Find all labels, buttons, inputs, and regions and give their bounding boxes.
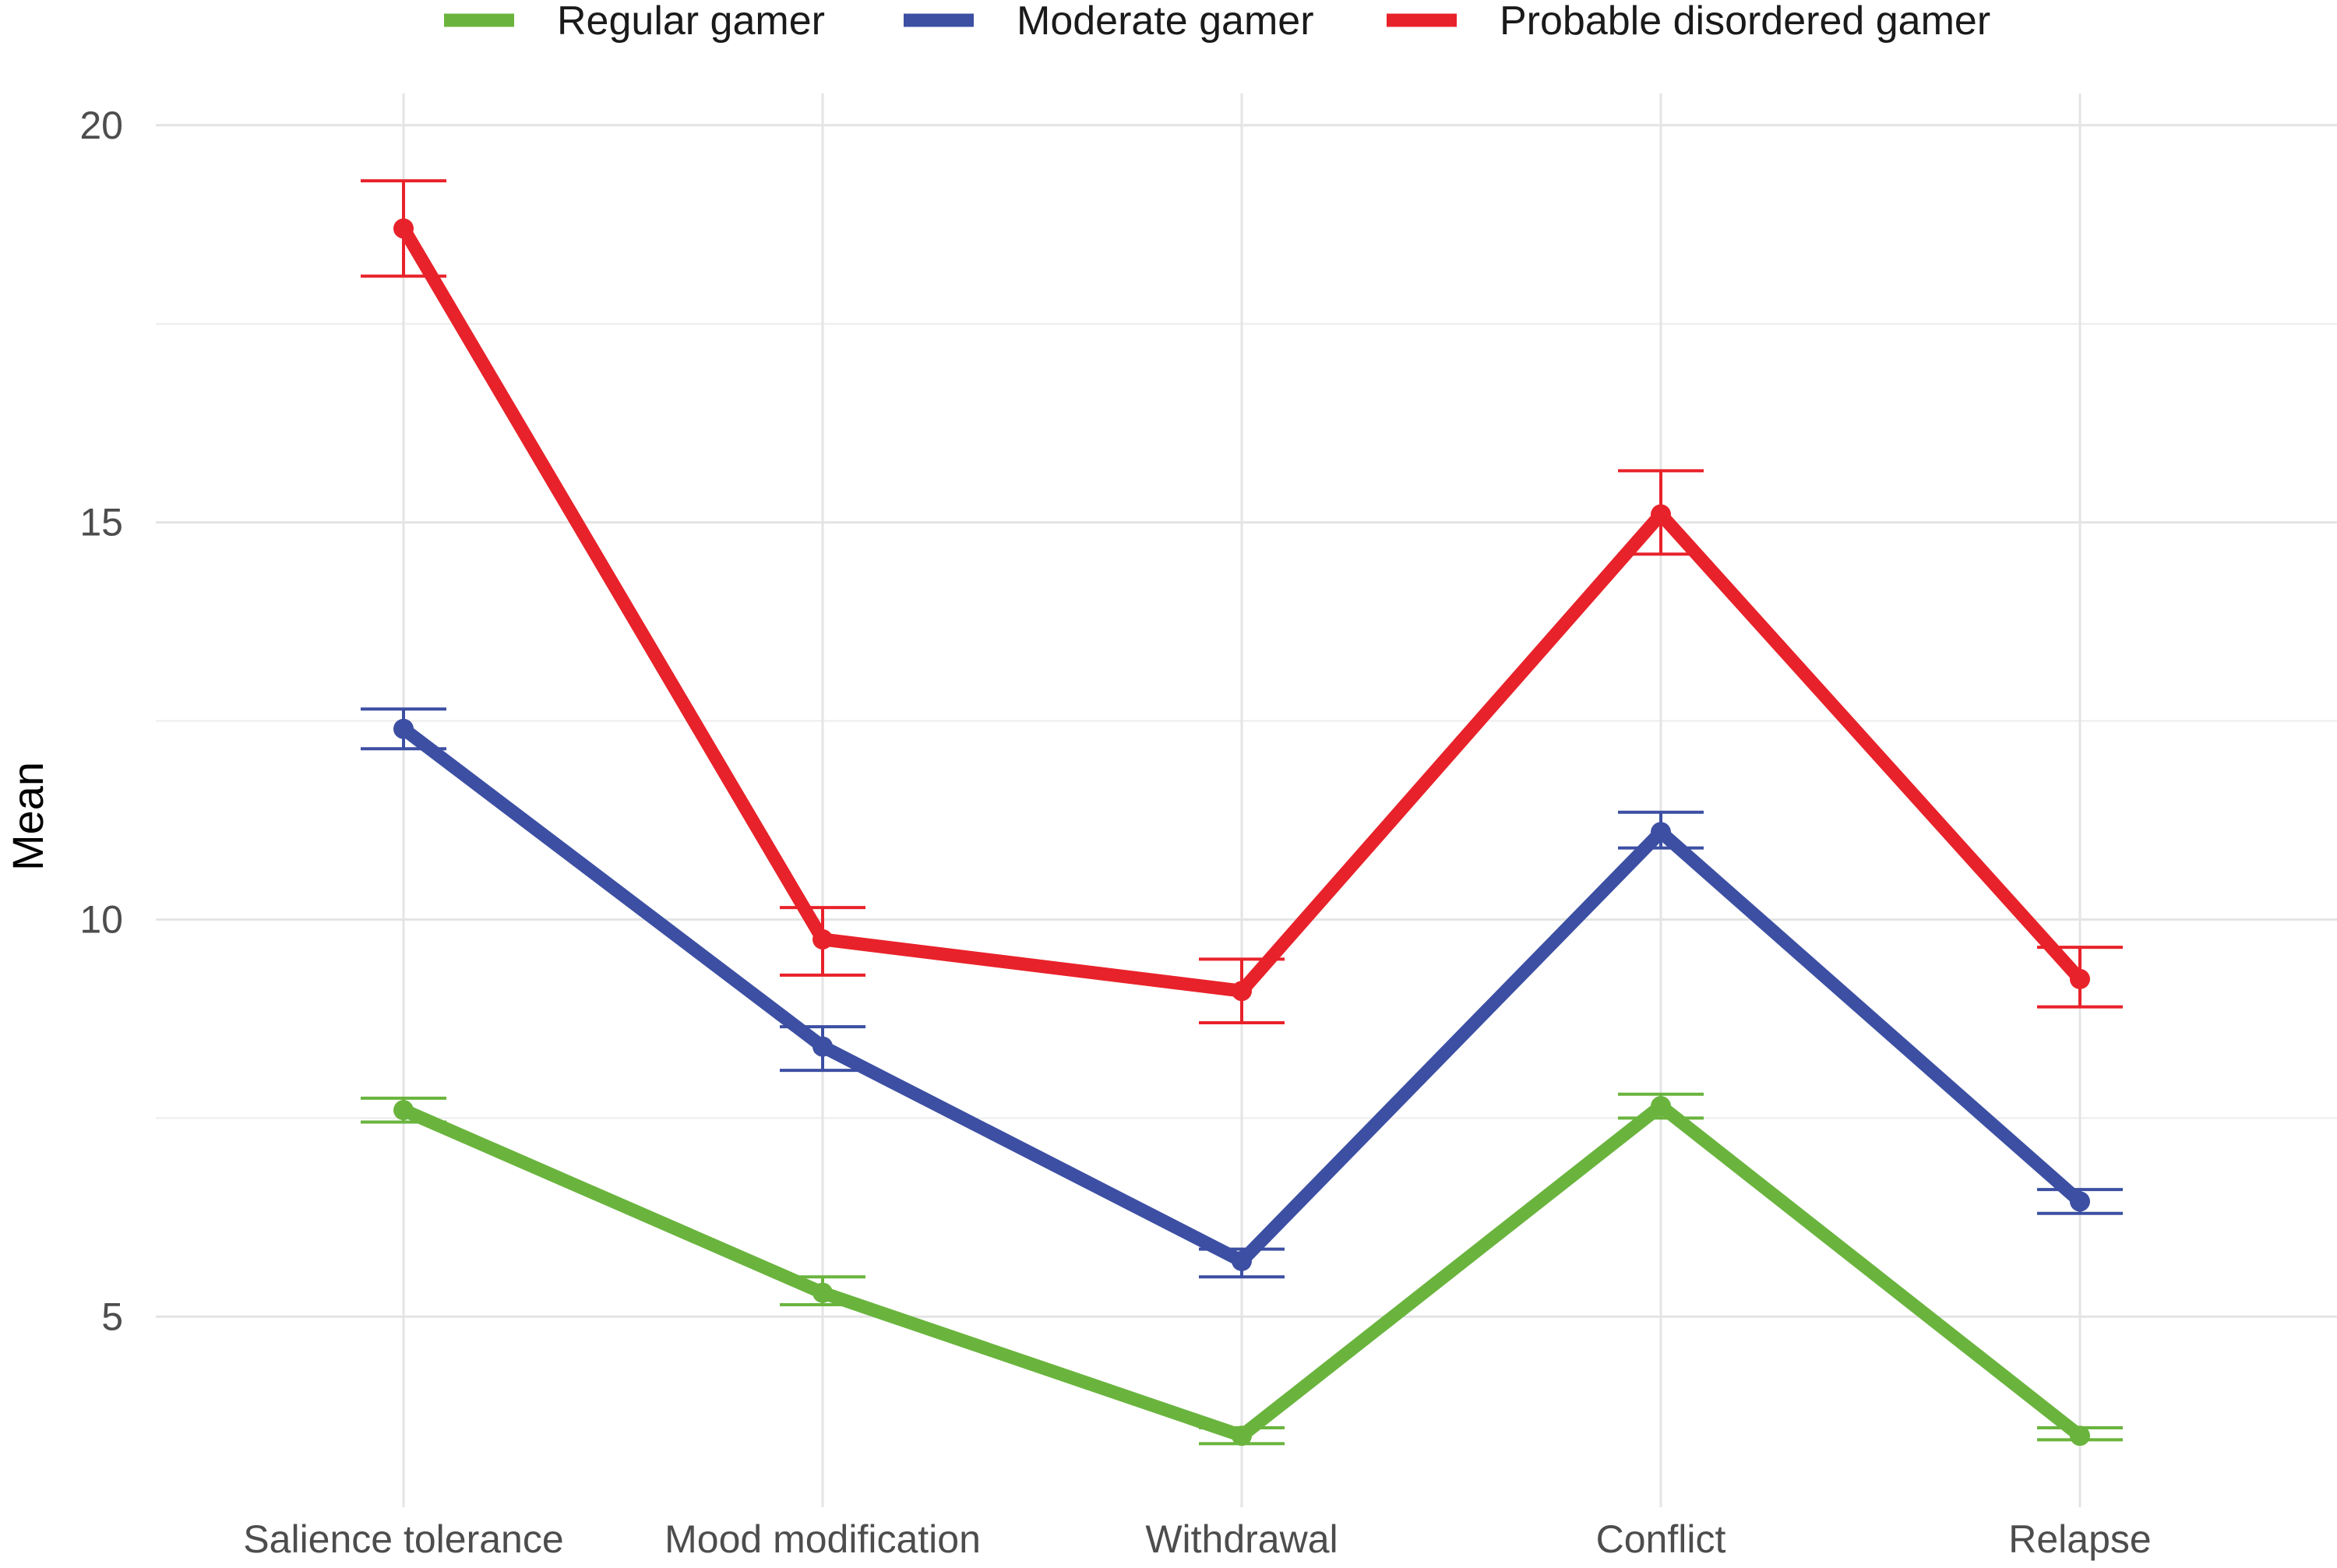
data-point	[2070, 1425, 2090, 1446]
x-tick-label: Salience tolerance	[243, 1517, 563, 1561]
data-point	[1651, 822, 1671, 843]
data-point	[393, 1100, 414, 1121]
y-tick-label: 20	[79, 104, 123, 147]
legend: Regular gamer Moderate gamer Probable diso…	[444, 0, 1990, 44]
data-point	[1651, 504, 1671, 525]
legend-label: Regular gamer	[557, 0, 825, 44]
data-point	[812, 928, 833, 950]
data-point	[393, 218, 414, 239]
data-point	[393, 718, 414, 739]
data-point	[1651, 1096, 1671, 1117]
x-axis: Salience tolerance Mood modification Withd…	[243, 1517, 2151, 1561]
x-tick-label: Conflict	[1596, 1517, 1726, 1561]
series-regular-gamer	[361, 1092, 2123, 1446]
data-point	[1232, 1425, 1252, 1446]
x-tick-label: Withdrawal	[1145, 1517, 1338, 1561]
y-axis-title: Mean	[3, 762, 52, 871]
data-point	[2070, 968, 2090, 989]
legend-item: Moderate gamer	[904, 0, 1314, 44]
legend-item: Regular gamer	[444, 0, 825, 44]
data-point	[812, 1282, 833, 1303]
x-tick-label: Mood modification	[664, 1517, 981, 1561]
y-tick-label: 5	[101, 1295, 123, 1338]
y-axis: 5 10 15 20	[79, 104, 123, 1338]
legend-item: Probable disordered gamer	[1387, 0, 1990, 44]
data-point	[812, 1036, 833, 1057]
legend-label: Probable disordered gamer	[1500, 0, 1990, 44]
y-tick-label: 15	[79, 501, 123, 544]
data-point	[1232, 981, 1252, 1002]
data-point	[2070, 1191, 2090, 1212]
legend-label: Moderate gamer	[1017, 0, 1314, 44]
y-tick-label: 10	[79, 897, 123, 941]
series-moderate-gamer	[361, 707, 2123, 1279]
x-tick-label: Relapse	[2008, 1517, 2151, 1561]
data-point	[1232, 1250, 1252, 1271]
grid	[156, 93, 2337, 1507]
series-probable-disordered-gamer	[361, 179, 2123, 1025]
series-layer	[361, 179, 2123, 1446]
